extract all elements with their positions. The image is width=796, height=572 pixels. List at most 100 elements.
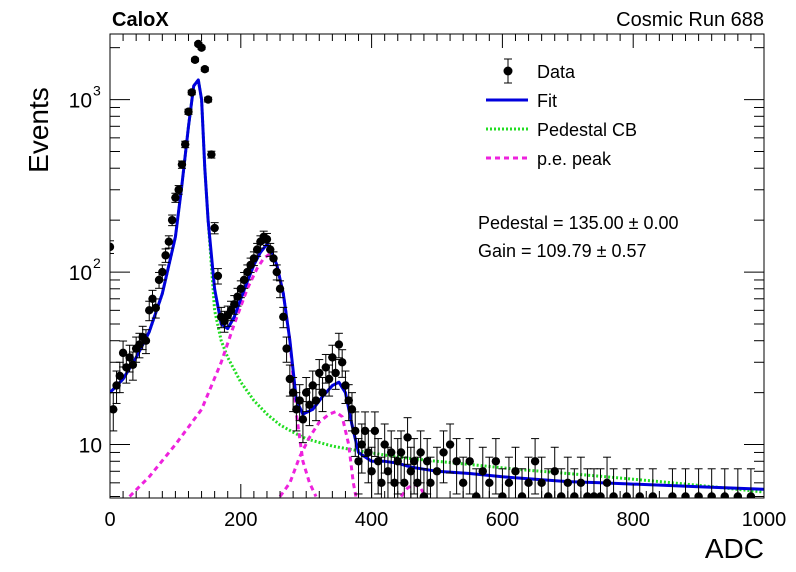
data-point	[364, 430, 373, 484]
data-point	[275, 280, 285, 299]
x-tick-label: 0	[104, 509, 115, 531]
legend-item-pedestal-cb: Pedestal CB	[486, 120, 637, 140]
y-tick-exponent: 2	[93, 255, 101, 271]
data-point	[393, 438, 402, 495]
data-point	[184, 107, 193, 116]
data-point	[635, 468, 644, 498]
data-point	[167, 214, 177, 227]
data-point	[720, 468, 729, 498]
data-point	[648, 468, 658, 498]
data-point	[485, 456, 494, 498]
legend-label: Data	[537, 62, 576, 82]
curve-pedestal-cb	[110, 78, 764, 494]
curve-p-e-peak-2	[278, 410, 358, 498]
gain-stat: Gain = 109.79 ± 0.57	[478, 241, 647, 261]
data-point	[161, 248, 170, 263]
y-axis-label: Events	[23, 87, 54, 173]
data-point	[331, 359, 340, 390]
data-point	[380, 423, 389, 474]
data-point	[537, 456, 546, 498]
data-point	[315, 359, 324, 390]
y-tick-label: 10	[69, 90, 92, 113]
data-point	[602, 456, 612, 498]
data-point	[262, 232, 272, 247]
data-point	[383, 446, 393, 498]
legend-item-data: Data	[503, 58, 576, 84]
data-point	[164, 235, 174, 249]
curve-fit	[110, 78, 764, 491]
data-point	[557, 468, 566, 498]
data-point	[203, 95, 213, 104]
x-tick-label: 800	[617, 509, 650, 531]
data-point	[207, 150, 216, 159]
data-point	[337, 349, 347, 378]
chart-title-right: Cosmic Run 688	[616, 9, 764, 31]
data-point	[439, 430, 448, 484]
data-point	[344, 384, 353, 422]
data-point	[530, 438, 540, 495]
data-point	[210, 222, 219, 235]
data-point	[707, 468, 716, 498]
data-point	[200, 65, 210, 74]
data-point	[465, 438, 474, 495]
data-point	[426, 456, 435, 498]
data-point	[668, 468, 677, 498]
fit-curves	[110, 78, 764, 498]
data-point	[377, 456, 386, 498]
data-point	[681, 468, 690, 498]
data-point	[125, 344, 134, 373]
legend-label: p.e. peak	[537, 149, 612, 169]
data-point	[141, 329, 151, 355]
data-point	[589, 468, 599, 498]
data-point	[151, 298, 160, 319]
data-point	[110, 240, 115, 254]
x-tick-label: 200	[224, 509, 257, 531]
y-tick-exponent: 3	[93, 83, 101, 99]
data-point	[158, 264, 167, 281]
curve-p-e-peak	[128, 252, 318, 498]
data-point	[576, 456, 586, 498]
data-point	[181, 140, 190, 149]
data-point	[452, 438, 461, 495]
data-point	[570, 468, 579, 498]
data-point	[298, 401, 308, 444]
data-point	[403, 417, 412, 465]
data-point	[416, 430, 425, 484]
x-tick-label: 600	[486, 509, 519, 531]
data-point	[445, 423, 455, 474]
x-tick-label: 1000	[742, 509, 787, 531]
data-point	[458, 456, 468, 498]
x-axis-label: ADC	[705, 533, 764, 564]
data-point	[174, 185, 183, 195]
legend-label: Fit	[537, 91, 557, 111]
data-point	[187, 88, 196, 97]
data-point	[694, 468, 703, 498]
data-point	[272, 264, 281, 281]
data-point	[112, 370, 121, 404]
x-tick-label: 400	[355, 509, 388, 531]
data-point	[390, 456, 399, 498]
data-point	[197, 43, 206, 52]
data-point	[543, 468, 553, 498]
data-point	[110, 392, 118, 432]
data-point	[334, 332, 344, 359]
data-point	[583, 468, 592, 498]
data-point	[135, 332, 144, 359]
data-point	[609, 468, 618, 498]
data-point	[400, 456, 409, 498]
x-axis: 0 200 400 600 800 1000	[104, 34, 786, 531]
data-point	[596, 468, 605, 498]
legend: Data Fit Pedestal CB p.e. peak	[486, 58, 637, 169]
data-point	[213, 268, 223, 285]
y-tick-label: 10	[69, 262, 92, 285]
legend-label: Pedestal CB	[537, 120, 637, 140]
chart-title-left: CaloX	[112, 9, 169, 31]
data-point	[171, 192, 180, 203]
data-point	[190, 55, 200, 65]
legend-item-p-e-peak: p.e. peak	[486, 149, 612, 169]
data-point	[517, 468, 527, 498]
data-point	[472, 468, 481, 498]
data-point	[478, 446, 487, 498]
